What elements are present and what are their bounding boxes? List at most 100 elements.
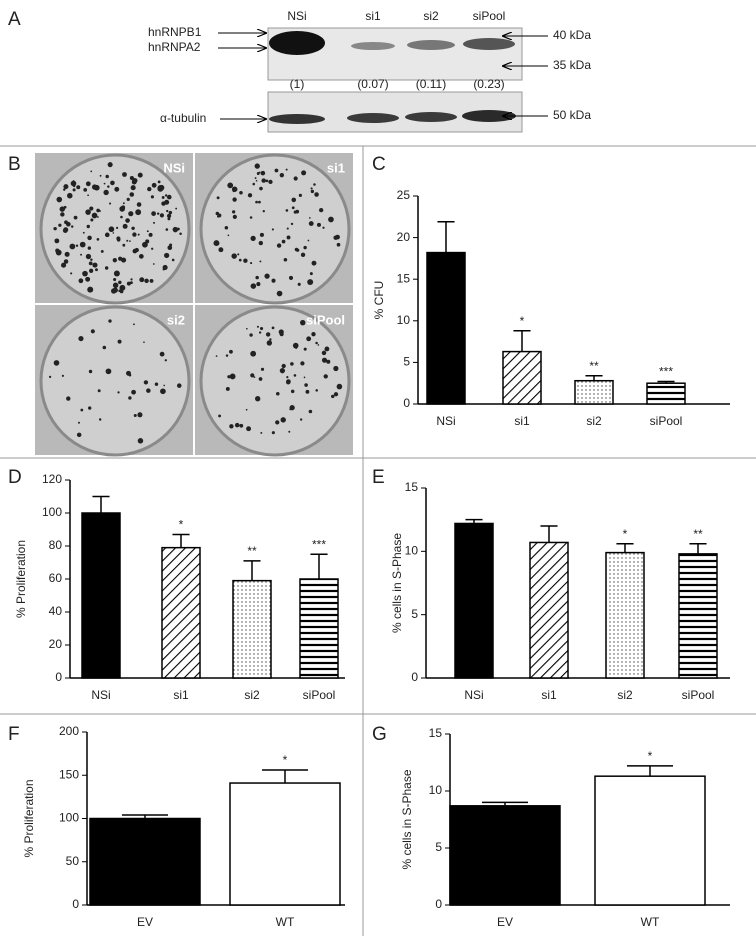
colony [129, 240, 131, 242]
colony [276, 243, 282, 248]
panel-letter: D [8, 467, 22, 488]
colony [293, 374, 297, 377]
band [405, 112, 457, 122]
bar [426, 251, 466, 405]
y-tick-label: 0 [55, 670, 62, 684]
colony [303, 245, 307, 250]
bar [605, 551, 645, 679]
colony [303, 347, 307, 351]
colony [218, 414, 221, 418]
significance: * [623, 527, 628, 541]
panel-letter: C [372, 154, 386, 175]
colony [260, 431, 263, 434]
colony [299, 418, 303, 421]
significance: * [283, 753, 288, 767]
colony [88, 369, 93, 374]
colony [179, 232, 182, 236]
colony [63, 259, 69, 264]
significance: * [648, 749, 653, 763]
colony [114, 186, 120, 192]
colony [290, 222, 294, 226]
colony [285, 379, 291, 385]
colony [295, 346, 298, 349]
colony [290, 389, 295, 394]
colony [328, 216, 334, 223]
y-tick-label: 5 [403, 355, 410, 369]
colony [255, 396, 261, 402]
colony [243, 258, 248, 263]
colony [314, 192, 319, 197]
x-tick-label: NSi [436, 414, 455, 428]
colony [149, 279, 154, 283]
y-tick-label: 0 [403, 396, 410, 410]
colony [143, 380, 149, 385]
colony [76, 185, 81, 190]
colony [89, 206, 94, 211]
colony [227, 234, 230, 237]
bar [161, 546, 201, 679]
plate-label: siPool [306, 312, 345, 327]
colony [229, 349, 233, 354]
colony [225, 354, 229, 357]
y-tick-label: 20 [49, 637, 63, 651]
y-axis-label: % Proliferation [22, 779, 36, 857]
colony [246, 426, 252, 432]
colony [238, 258, 242, 262]
band [351, 42, 395, 50]
colony [169, 243, 173, 247]
colony [279, 332, 284, 337]
marker-label: 50 kDa [553, 108, 591, 122]
colony [90, 170, 93, 173]
colony [137, 172, 143, 178]
colony [279, 172, 285, 178]
bar [646, 382, 686, 405]
colony [237, 253, 240, 256]
colony [160, 388, 166, 395]
x-tick-label: si1 [514, 414, 530, 428]
bar [89, 817, 201, 906]
colony [321, 350, 327, 356]
x-tick-label: EV [497, 915, 513, 929]
colony [255, 179, 258, 182]
colony [271, 326, 275, 330]
colony [82, 231, 85, 234]
colony [300, 319, 306, 326]
lane-label: siPool [473, 9, 506, 23]
colony [147, 186, 152, 192]
colony [128, 373, 132, 377]
colony [105, 174, 109, 179]
colony [118, 289, 121, 293]
colony [163, 384, 165, 387]
colony [172, 226, 179, 233]
colony [86, 224, 90, 229]
colony [260, 170, 266, 176]
y-tick-label: 15 [405, 480, 419, 494]
colony [118, 280, 122, 285]
colony [175, 207, 178, 210]
y-tick-label: 5 [411, 607, 418, 621]
x-tick-label: WT [276, 915, 295, 929]
colony [245, 408, 248, 411]
x-tick-label: si1 [173, 688, 189, 702]
colony [98, 418, 102, 421]
colony [250, 350, 257, 357]
y-tick-label: 120 [42, 472, 62, 486]
colony [313, 183, 316, 186]
colony [168, 210, 173, 215]
colony [146, 388, 151, 393]
significance: *** [659, 365, 673, 379]
colony [224, 226, 229, 230]
colony [75, 244, 79, 247]
colony [144, 278, 149, 284]
colony [164, 194, 168, 197]
colony [108, 319, 112, 323]
colony [159, 351, 165, 357]
colony [91, 212, 98, 219]
colony [129, 281, 133, 285]
colony [291, 206, 295, 210]
colony [281, 363, 286, 369]
y-tick-label: 60 [49, 571, 63, 585]
colony [87, 246, 92, 250]
colony [261, 178, 266, 183]
